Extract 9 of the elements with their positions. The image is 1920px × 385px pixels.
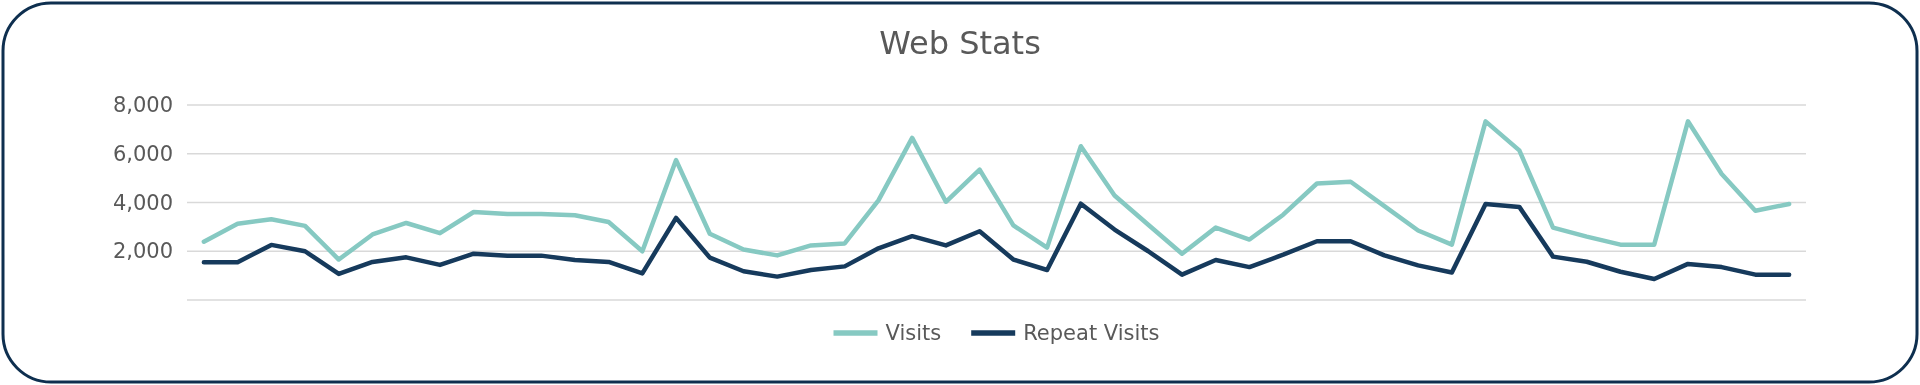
- legend-label: Repeat Visits: [1023, 321, 1160, 345]
- legend-label: Visits: [885, 321, 942, 345]
- line-series: [201, 119, 1792, 262]
- y-tick-label: 6,000: [112, 141, 173, 166]
- line-series: [201, 201, 1792, 282]
- y-tick-label: 4,000: [112, 190, 173, 215]
- y-tick-label: 2,000: [112, 239, 173, 264]
- y-tick-label: 8,000: [112, 93, 173, 118]
- chart-title: Web Stats: [879, 24, 1041, 62]
